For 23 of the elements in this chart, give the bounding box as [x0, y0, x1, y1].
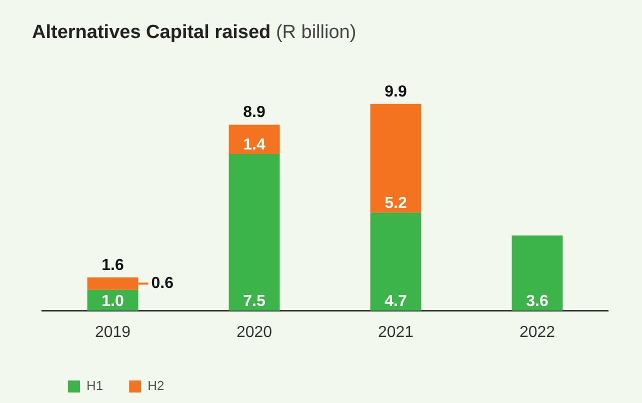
data-label: 7.5 [243, 293, 266, 310]
bar [370, 212, 422, 311]
x-tick-label: 2022 [519, 324, 556, 341]
data-label: 1.4 [243, 136, 266, 154]
legend-label: H2 [148, 378, 164, 394]
total-label: 1.6 [102, 256, 124, 274]
bar [370, 104, 422, 213]
chart-title: Alternatives Capital raised [32, 22, 271, 43]
data-label: 3.6 [526, 293, 548, 310]
data-label: 1.0 [102, 293, 124, 310]
data-label: 5.2 [384, 194, 407, 212]
legend-label: H1 [86, 378, 104, 394]
x-tick-label: 2020 [236, 324, 272, 341]
bar [512, 236, 563, 311]
x-tick-label: 2019 [94, 324, 131, 341]
chart-subtitle: (R billion) [276, 22, 356, 43]
bar [228, 124, 280, 154]
x-tick-label: 2021 [378, 324, 414, 341]
data-label: 0.6 [151, 275, 174, 292]
total-label: 8.9 [243, 104, 266, 122]
total-label: 9.9 [384, 83, 407, 100]
data-label: 4.7 [384, 293, 407, 310]
bar [228, 154, 280, 311]
